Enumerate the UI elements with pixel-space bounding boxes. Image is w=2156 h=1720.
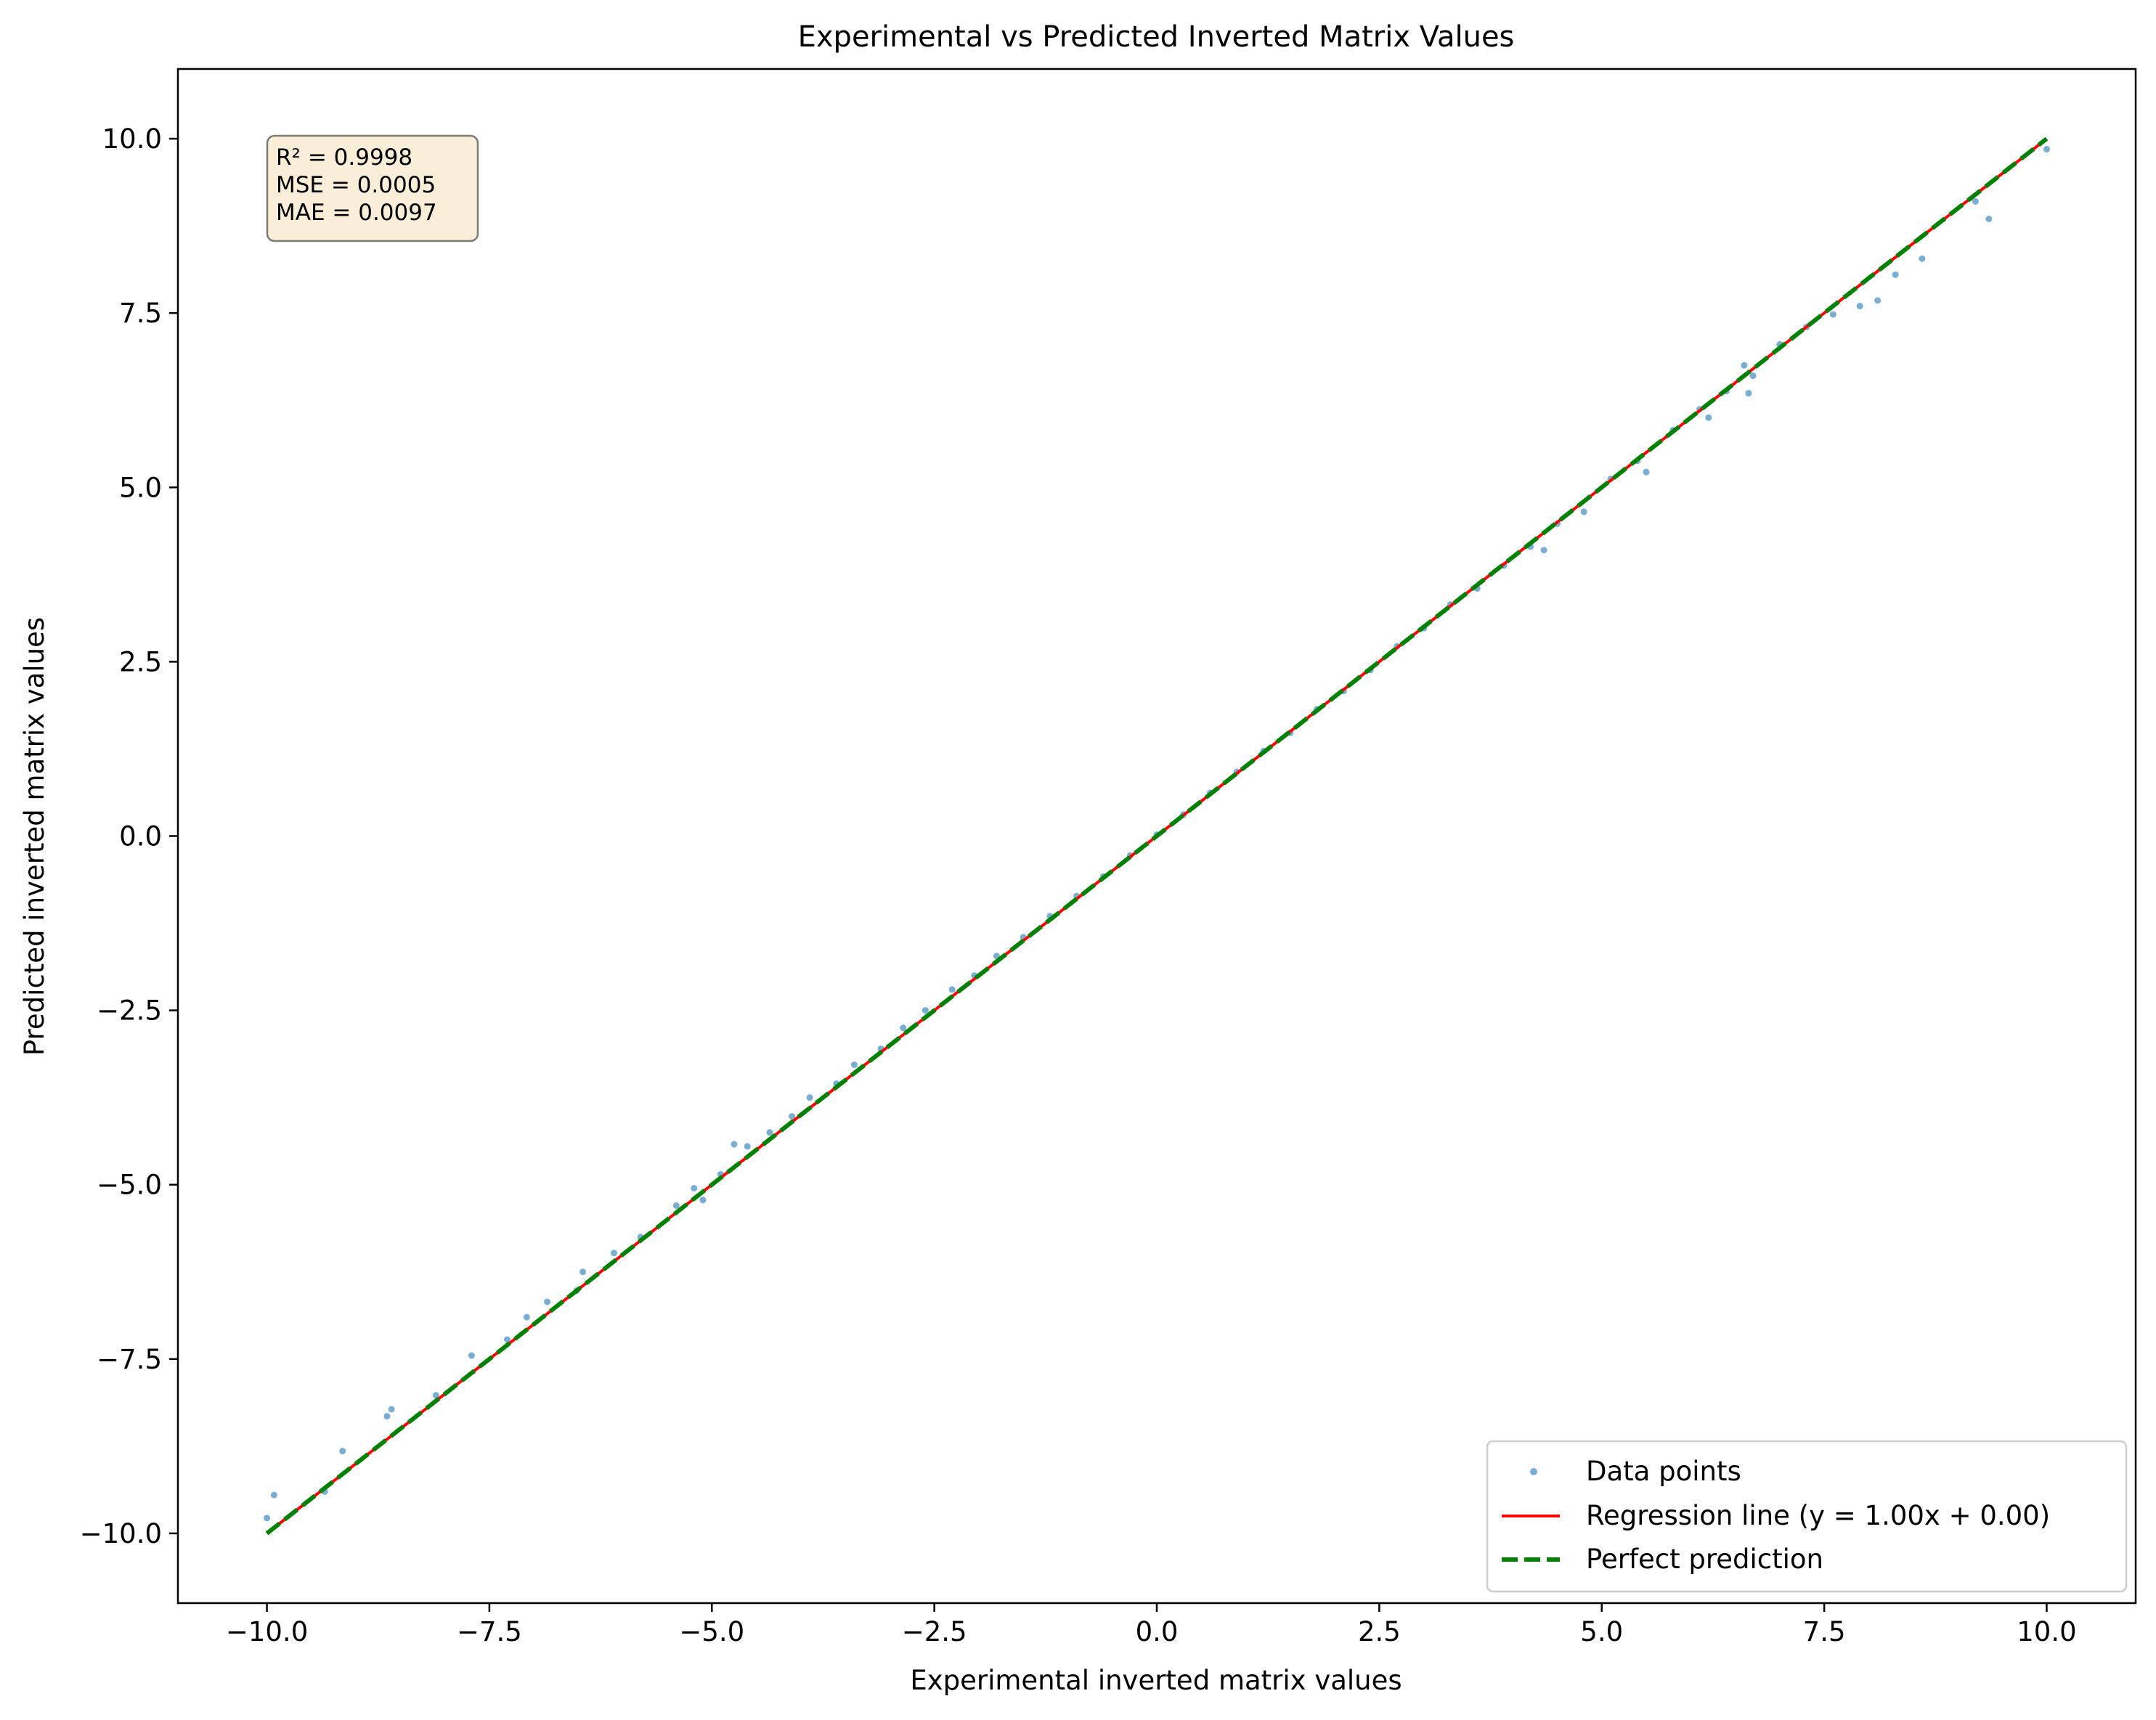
y-tick-label: 0.0: [119, 821, 162, 852]
legend-label-data-points: Data points: [1586, 1456, 1741, 1487]
data-point: [672, 1202, 680, 1210]
data-point: [388, 1406, 395, 1413]
y-tick-label: 7.5: [119, 298, 162, 329]
y-tick-label: −7.5: [97, 1344, 162, 1375]
data-point: [1972, 197, 1979, 205]
data-point: [610, 1250, 617, 1257]
data-point: [766, 1129, 773, 1136]
lines-layer: [265, 136, 2049, 1536]
x-tick-label: −5.0: [679, 1616, 744, 1647]
stats-mse: MSE = 0.0005: [276, 172, 436, 198]
y-tick-label: −2.5: [97, 995, 162, 1027]
data-point: [744, 1143, 751, 1150]
data-point: [2043, 145, 2050, 152]
legend-label-perfect: Perfect prediction: [1586, 1544, 1823, 1575]
x-tick-label: −2.5: [902, 1616, 967, 1647]
data-point: [900, 1024, 907, 1032]
data-point: [1985, 215, 1993, 222]
y-tick-label: 2.5: [119, 646, 162, 677]
x-axis-ticks: −10.0 −7.5 −5.0 −2.5 0.0 2.5 5.0 7.5 10.0: [226, 1603, 2077, 1647]
data-point: [1741, 362, 1748, 369]
data-point: [806, 1094, 813, 1101]
data-point: [1540, 547, 1547, 554]
data-point: [691, 1185, 698, 1192]
data-point: [1749, 372, 1757, 380]
data-point: [1580, 508, 1587, 515]
data-point: [1874, 297, 1882, 304]
data-point: [1705, 414, 1712, 421]
perfect-prediction-line: [265, 136, 2049, 1536]
y-tick-label: −5.0: [97, 1170, 162, 1201]
chart-title: Experimental vs Predicted Inverted Matri…: [798, 20, 1515, 54]
data-point: [731, 1141, 738, 1148]
data-point: [922, 1007, 929, 1014]
x-tick-label: 7.5: [1803, 1616, 1846, 1647]
data-point: [1643, 468, 1650, 476]
data-point: [1919, 255, 1926, 262]
data-point: [579, 1268, 587, 1276]
stats-box-background: [266, 134, 479, 242]
x-tick-label: −7.5: [457, 1616, 522, 1647]
y-tick-label: −10.0: [80, 1518, 162, 1549]
stats-box: R² = 0.9998 MSE = 0.0005 MAE = 0.0097: [266, 134, 479, 242]
y-tick-label: 10.0: [102, 123, 162, 155]
x-axis-label: Experimental inverted matrix values: [910, 1665, 1402, 1696]
data-point: [270, 1491, 277, 1499]
data-point: [544, 1298, 551, 1305]
data-point: [503, 1336, 510, 1343]
stats-mae: MAE = 0.0097: [276, 200, 437, 226]
y-tick-label: 5.0: [119, 472, 162, 503]
legend-label-regression: Regression line (y = 1.00x + 0.00): [1586, 1500, 2050, 1531]
data-point: [264, 1515, 271, 1522]
data-point: [948, 986, 956, 993]
x-tick-label: 10.0: [2017, 1616, 2076, 1647]
data-point: [789, 1113, 796, 1120]
data-point: [383, 1413, 391, 1420]
x-tick-label: 0.0: [1136, 1616, 1179, 1647]
data-point: [850, 1061, 858, 1069]
data-point: [468, 1352, 475, 1359]
legend-marker-data-points: [1530, 1468, 1537, 1475]
data-point: [1745, 390, 1752, 397]
y-axis-label: Predicted inverted matrix values: [19, 617, 50, 1056]
data-point: [1856, 303, 1863, 310]
y-axis-ticks: −10.0 −7.5 −5.0 −2.5 0.0 2.5 5.0 7.5 10.0: [80, 123, 178, 1549]
legend: Data points Regression line (y = 1.00x +…: [1486, 1440, 2128, 1593]
x-tick-label: 5.0: [1580, 1616, 1623, 1647]
data-point: [339, 1448, 346, 1455]
x-tick-label: 2.5: [1358, 1616, 1401, 1647]
data-point: [1829, 311, 1836, 318]
x-tick-label: −10.0: [226, 1616, 308, 1647]
data-point: [523, 1313, 530, 1321]
legend-frame: [1486, 1440, 2128, 1593]
data-point: [699, 1197, 707, 1204]
data-point: [1892, 271, 1899, 278]
stats-r2: R² = 0.9998: [276, 144, 412, 171]
